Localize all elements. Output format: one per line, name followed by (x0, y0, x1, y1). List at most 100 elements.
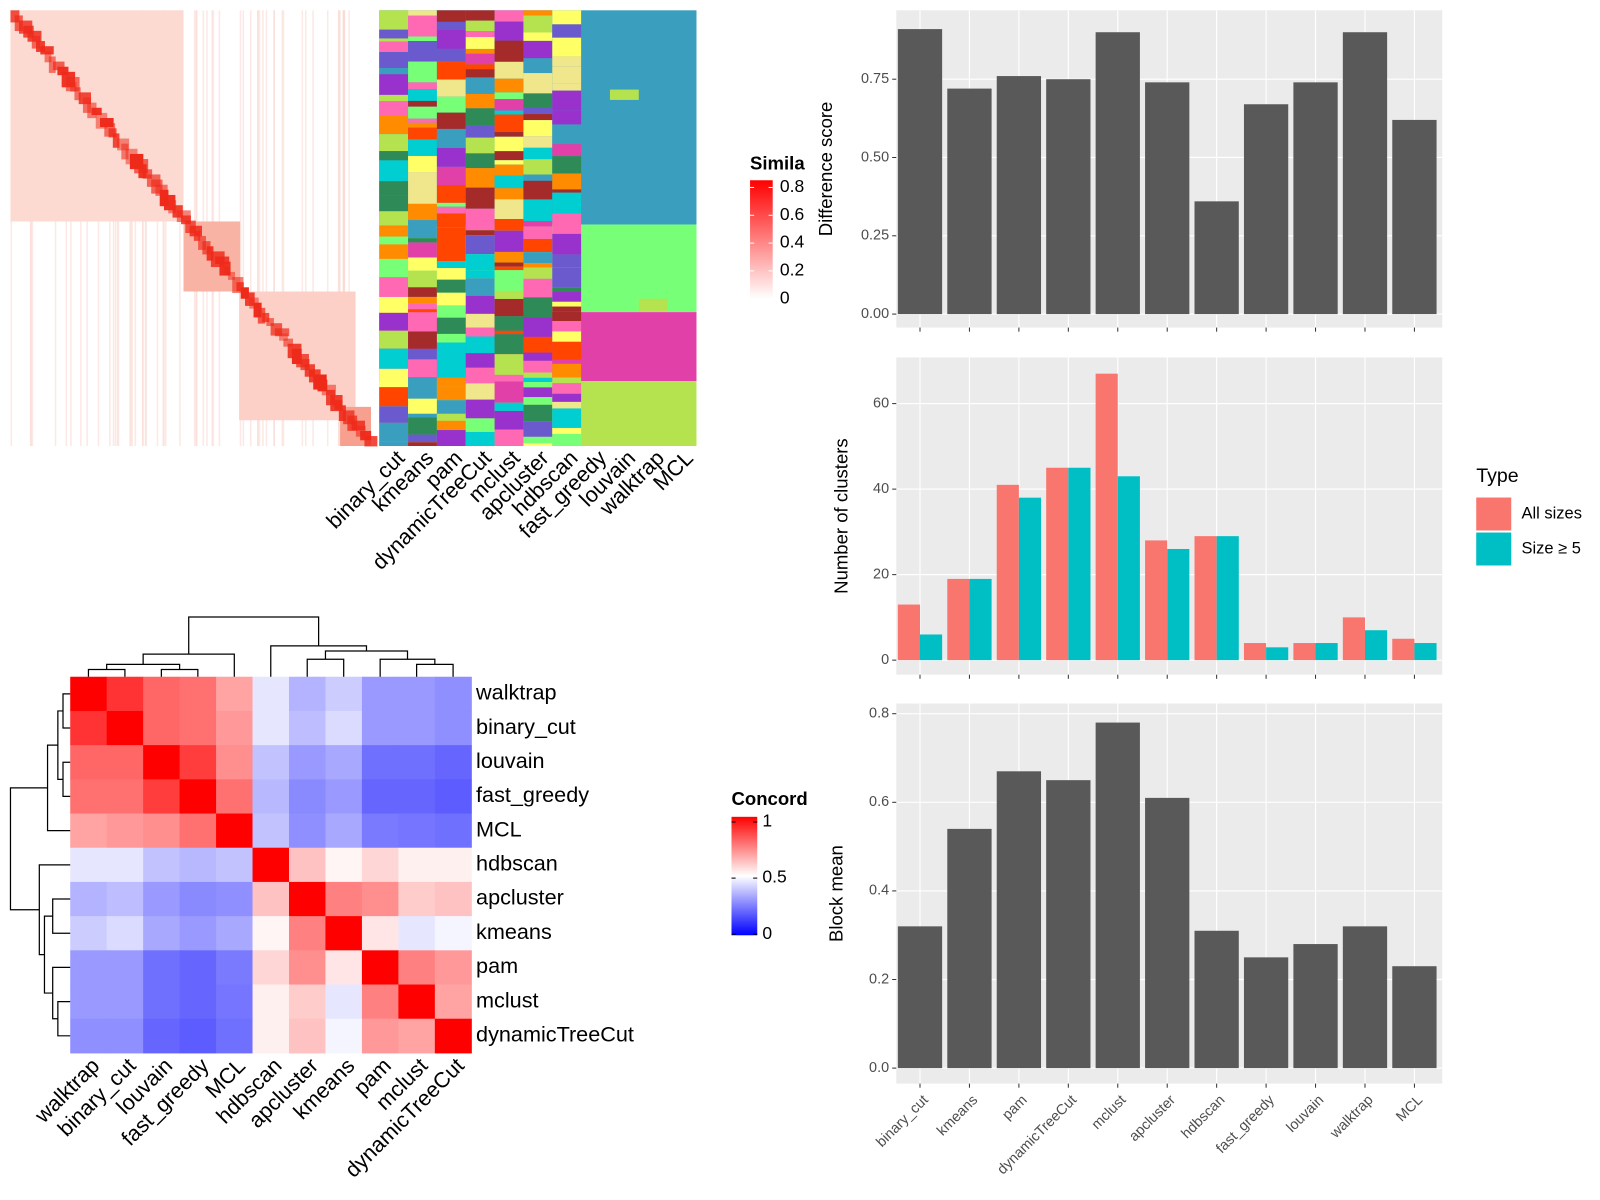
heatmap-cell (179, 1018, 217, 1054)
assignment-cell (523, 174, 553, 181)
bar (1293, 944, 1338, 1069)
bar (1392, 966, 1437, 1069)
similarity-stripe (338, 10, 340, 447)
similarity-stripe (312, 10, 314, 447)
bar (947, 828, 992, 1069)
assignment-cell (494, 410, 524, 430)
assignment-cell (523, 114, 553, 121)
similarity-diagonal (100, 118, 114, 127)
assignment-cell (408, 442, 437, 447)
assignment-cell (465, 153, 495, 169)
dendrogram (188, 616, 320, 655)
assignment-cell (523, 10, 553, 16)
similarity-diagonal (227, 271, 236, 280)
assignment-cell (465, 208, 495, 231)
dendrogram (62, 693, 71, 729)
heatmap-cell (325, 916, 363, 951)
assignment-cell (523, 421, 553, 437)
bar (1293, 82, 1338, 315)
row-label: pam (476, 953, 518, 978)
heatmap-cell (179, 847, 217, 883)
similarity-diagonal (266, 318, 274, 327)
heatmap-cell (70, 779, 108, 815)
assignment-cell (552, 192, 582, 210)
dendrogram (415, 663, 454, 677)
heatmap-cell (288, 950, 326, 986)
heatmap-cell (434, 847, 472, 883)
heatmap-cell (398, 916, 436, 951)
y-tick-label: 40 (873, 481, 889, 497)
assignment-cell (552, 209, 582, 214)
assignment-cell (494, 164, 524, 176)
assignment-cell (379, 368, 409, 388)
similarity-stripe (343, 10, 346, 447)
assignment-cell (408, 155, 437, 173)
heatmap-cell (325, 847, 363, 883)
dendrogram (324, 650, 409, 660)
x-tick-label: kmeans (934, 1092, 981, 1139)
heatmap-cell (288, 779, 326, 815)
assignment-cell (408, 172, 437, 187)
assignment-cell (436, 268, 466, 280)
assignment-cell (494, 219, 524, 231)
assignment-cell (552, 363, 582, 378)
assignment-cell (552, 267, 582, 288)
legend-label: All sizes (1522, 504, 1582, 522)
heatmap-cell (70, 916, 108, 951)
similarity-stripe (10, 10, 13, 447)
bar (920, 634, 943, 661)
heatmap-cell (216, 710, 254, 746)
assignment-cell (552, 213, 582, 234)
assignment-cell (494, 151, 524, 161)
heatmap-cell (216, 676, 254, 712)
similarity-diagonal (279, 333, 288, 341)
heatmap-cell (288, 847, 326, 883)
assignment-cell (379, 296, 409, 313)
legend-gradient (750, 180, 773, 299)
similarity-stripe (339, 10, 341, 447)
heatmap-cell (143, 1018, 181, 1054)
assignment-cell (436, 96, 466, 113)
dendrogram (306, 658, 345, 677)
heatmap-cell (70, 984, 108, 1020)
x-tick-label: walktrap (1327, 1092, 1377, 1142)
assignment-cell (465, 431, 495, 447)
assignment-cell (408, 106, 437, 119)
assignment-cell (523, 267, 553, 279)
similarity-stripe (250, 10, 252, 447)
assignment-cell (494, 99, 524, 111)
x-tick-label: hdbscan (1179, 1092, 1229, 1142)
heatmap-cell (434, 710, 472, 746)
assignment-cell (552, 341, 582, 360)
bar (1145, 797, 1190, 1069)
assignment-cell (494, 381, 524, 403)
bar (947, 88, 992, 315)
assignment-cell (379, 422, 409, 442)
bar (1364, 630, 1388, 661)
assignment-cell (523, 252, 553, 264)
heatmap-cell (143, 745, 181, 780)
similarity-stripe (117, 10, 120, 447)
assignment-cell (465, 313, 495, 328)
assignment-cell (465, 53, 495, 65)
similarity-diagonal (223, 266, 231, 276)
assignment-cell (436, 342, 466, 357)
assignment-cell (494, 354, 524, 375)
assignment-cell (523, 263, 553, 268)
assignment-cell (465, 93, 495, 109)
assignment-cell (436, 261, 466, 269)
similarity-diagonal (262, 312, 270, 323)
similarity-diagonal (108, 128, 117, 138)
assignment-cell (609, 89, 639, 100)
heatmap-cell (179, 950, 217, 986)
similarity-stripe (131, 10, 133, 447)
assignment-cell (552, 331, 582, 342)
assignment-cell (436, 48, 466, 62)
dendrogram (62, 761, 71, 798)
bar (996, 771, 1042, 1069)
legend-title: Concord (732, 788, 808, 809)
bar (1095, 722, 1140, 1069)
assignment-cell (552, 233, 582, 255)
heatmap-cell (361, 745, 399, 780)
